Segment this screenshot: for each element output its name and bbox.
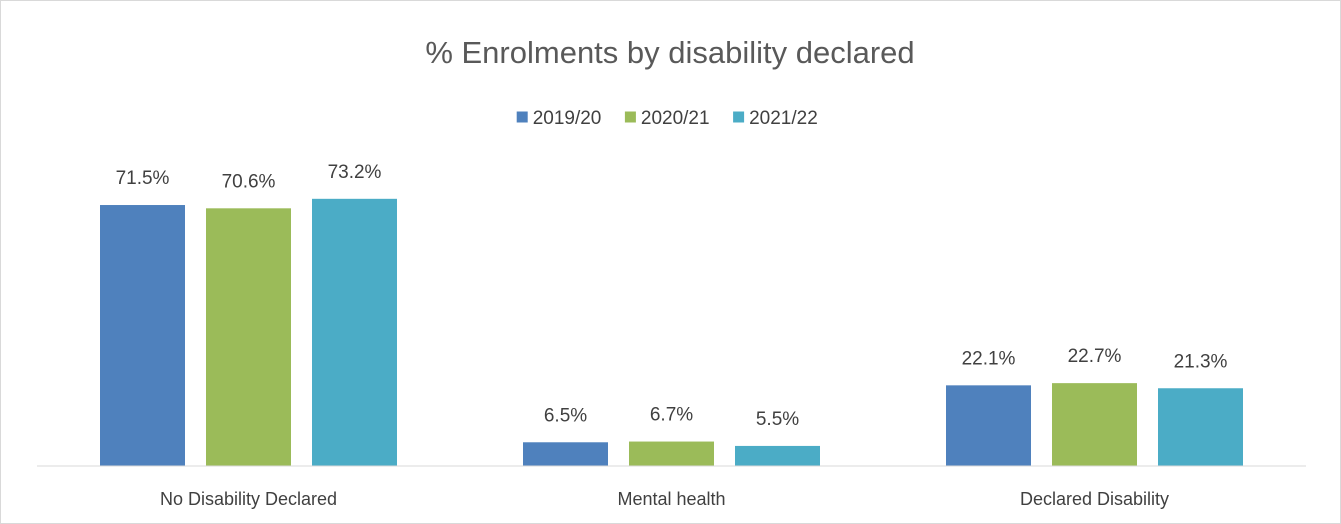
- bar-2-0: [946, 385, 1031, 466]
- data-label-2-1: 22.7%: [1068, 346, 1122, 367]
- data-label-2-2: 21.3%: [1174, 351, 1228, 372]
- data-label-0-1: 70.6%: [222, 171, 276, 192]
- chart-data-labels: 71.5% 70.6% 73.2% 6.5% 6.7% 5.5% 22.1% 22.7% 21.…: [116, 162, 1228, 430]
- bar-0-0: [100, 205, 185, 466]
- bar-1-0: [523, 442, 608, 466]
- bar-2-1: [1052, 383, 1137, 466]
- bar-1-2: [735, 445, 820, 466]
- category-label-1: Mental health: [617, 489, 725, 509]
- legend-label-2021-22: 2021/22: [749, 108, 818, 129]
- bar-0-2: [312, 198, 397, 466]
- legend-swatch-2020-21: [624, 111, 636, 123]
- data-label-2-0: 22.1%: [962, 348, 1016, 369]
- bar-0-1: [206, 208, 291, 466]
- legend-label-2020-21: 2020/21: [641, 108, 710, 129]
- chart-title: % Enrolments by disability declared: [425, 35, 914, 70]
- chart-bars: [100, 198, 1243, 466]
- data-label-0-2: 73.2%: [328, 162, 382, 183]
- legend-label-2019-20: 2019/20: [533, 108, 602, 129]
- legend-swatch-2021-22: [733, 111, 745, 123]
- bar-2-2: [1158, 388, 1243, 466]
- legend-swatch-2019-20: [516, 111, 528, 123]
- data-label-1-0: 6.5%: [544, 405, 587, 426]
- bar-1-1: [629, 441, 714, 466]
- data-label-1-2: 5.5%: [756, 409, 799, 430]
- category-label-0: No Disability Declared: [160, 489, 337, 509]
- chart-legend: 2019/20 2020/21 2021/22: [516, 108, 818, 129]
- category-label-2: Declared Disability: [1020, 489, 1169, 509]
- data-label-0-0: 71.5%: [116, 168, 170, 189]
- x-axis-category-labels: No Disability Declared Mental health Decla…: [160, 489, 1169, 509]
- data-label-1-1: 6.7%: [650, 405, 693, 426]
